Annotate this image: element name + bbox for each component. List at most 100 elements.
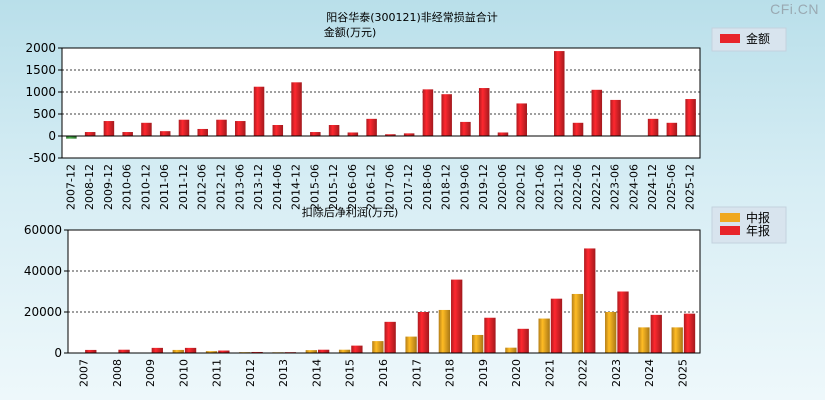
x-tick-label-0: 2015-06 xyxy=(308,164,321,210)
x-tick-label-1: 2013 xyxy=(277,359,290,387)
x-tick-label-1: 2007 xyxy=(78,359,91,387)
bar-1-中报 xyxy=(471,334,484,353)
bar-0-金额 xyxy=(122,132,133,136)
y-tick-label-0: 0 xyxy=(48,129,56,143)
y-tick-label-0: 500 xyxy=(33,107,56,121)
x-tick-label-0: 2022-06 xyxy=(571,164,584,210)
x-tick-label-0: 2017-06 xyxy=(383,164,396,210)
bar-0-金额 xyxy=(460,121,471,136)
bar-0-金额 xyxy=(554,51,565,136)
x-tick-label-0: 2023-06 xyxy=(609,164,622,210)
bar-1-年报 xyxy=(85,349,97,353)
x-tick-label-1: 2010 xyxy=(177,359,190,387)
x-tick-label-1: 2012 xyxy=(244,359,257,387)
bar-0-金额 xyxy=(516,103,527,136)
bar-1-中报 xyxy=(538,318,550,353)
bar-0-金额 xyxy=(385,134,396,136)
bar-0-金额 xyxy=(647,118,659,136)
x-tick-label-1: 2024 xyxy=(643,359,656,387)
x-tick-label-0: 2018-12 xyxy=(440,164,453,210)
x-tick-label-1: 2016 xyxy=(377,359,390,387)
bar-0-金额 xyxy=(216,119,227,136)
x-tick-label-1: 2017 xyxy=(410,359,423,387)
bar-1-年报 xyxy=(417,312,430,353)
bar-1-年报 xyxy=(484,317,496,353)
bar-1-中报 xyxy=(438,309,451,353)
bar-1-中报 xyxy=(638,327,650,353)
x-tick-label-0: 2017-12 xyxy=(402,164,415,210)
y-tick-label-0: 1000 xyxy=(25,85,56,99)
y-tick-label-0: 2000 xyxy=(25,41,56,55)
bar-0-金额 xyxy=(610,99,621,136)
bar-1-中报 xyxy=(505,347,517,353)
x-tick-label-0: 2011-12 xyxy=(177,164,190,210)
x-tick-label-1: 2009 xyxy=(144,359,157,387)
x-tick-label-1: 2011 xyxy=(211,359,224,387)
x-tick-label-0: 2022-12 xyxy=(590,164,603,210)
y-tick-label-1: 60000 xyxy=(24,223,62,237)
x-tick-label-0: 2016-06 xyxy=(346,164,359,210)
bar-0-金额 xyxy=(591,89,603,136)
x-tick-label-1: 2015 xyxy=(344,359,357,387)
y-tick-label-1: 20000 xyxy=(24,305,62,319)
bar-0-金额 xyxy=(253,86,265,136)
x-tick-label-0: 2020-06 xyxy=(496,164,509,210)
x-tick-label-0: 2024-12 xyxy=(646,164,659,210)
bar-1-年报 xyxy=(251,351,263,353)
bar-1-年报 xyxy=(384,321,396,353)
chart-subtitle-0: 金额(万元) xyxy=(324,25,377,39)
x-tick-label-0: 2025-06 xyxy=(665,164,678,210)
bar-0-金额 xyxy=(347,132,359,136)
x-tick-label-0: 2021-06 xyxy=(534,164,547,210)
bar-0-金额 xyxy=(84,132,96,136)
bar-1-年报 xyxy=(118,349,130,353)
bar-1-年报 xyxy=(218,350,230,353)
legend-label-1: 中报 xyxy=(746,210,770,225)
x-tick-label-0: 2013-06 xyxy=(233,164,246,210)
x-tick-label-1: 2025 xyxy=(676,359,689,387)
bar-1-年报 xyxy=(617,291,629,353)
x-tick-label-0: 2013-12 xyxy=(252,164,265,210)
legend-box-0 xyxy=(711,27,787,52)
bar-1-中报 xyxy=(172,349,184,353)
x-tick-label-0: 2014-12 xyxy=(290,164,303,210)
x-tick-label-0: 2025-12 xyxy=(684,164,697,210)
legend-swatch-1 xyxy=(720,213,740,222)
x-tick-label-0: 2015-12 xyxy=(327,164,340,210)
bar-0-金额 xyxy=(422,89,434,136)
legend-label-1: 年报 xyxy=(746,223,770,238)
bar-0-金额 xyxy=(291,82,302,136)
bar-1-年报 xyxy=(650,314,662,353)
chart-title-0: 阳谷华泰(300121)非经常损益合计 xyxy=(326,10,498,24)
bar-1-中报 xyxy=(338,349,351,353)
x-tick-label-0: 2009-12 xyxy=(102,164,115,210)
x-tick-label-1: 2022 xyxy=(577,359,590,387)
bar-1-中报 xyxy=(205,351,218,353)
bar-1-年报 xyxy=(584,248,596,353)
x-tick-label-0: 2008-12 xyxy=(83,164,96,210)
x-tick-label-0: 2007-12 xyxy=(64,164,77,210)
bar-1-中报 xyxy=(571,293,584,353)
x-tick-label-1: 2014 xyxy=(310,359,323,387)
x-tick-label-0: 2019-06 xyxy=(458,164,471,210)
bar-0-金额 xyxy=(159,131,171,136)
x-tick-label-0: 2010-12 xyxy=(139,164,152,210)
bar-0-金额 xyxy=(497,132,509,136)
x-tick-label-0: 2010-06 xyxy=(121,164,134,210)
bar-1-年报 xyxy=(317,349,330,353)
x-tick-label-0: 2018-06 xyxy=(421,164,434,210)
bar-0-金额 xyxy=(66,136,77,139)
x-tick-label-0: 2011-06 xyxy=(158,164,171,210)
legend-swatch-0 xyxy=(720,34,740,43)
legend-label-0: 金额 xyxy=(746,31,770,46)
bar-0-金额 xyxy=(478,88,490,136)
x-tick-label-0: 2012-12 xyxy=(215,164,228,210)
x-tick-label-1: 2018 xyxy=(444,359,457,387)
x-tick-label-1: 2023 xyxy=(610,359,623,387)
x-tick-label-0: 2016-12 xyxy=(365,164,378,210)
bar-0-金额 xyxy=(178,119,190,136)
bar-1-中报 xyxy=(405,336,417,353)
chart-title-1: 扣除后净利润(万元) xyxy=(302,205,399,219)
x-tick-label-0: 2020-12 xyxy=(515,164,528,210)
x-tick-label-0: 2021-12 xyxy=(552,164,565,210)
